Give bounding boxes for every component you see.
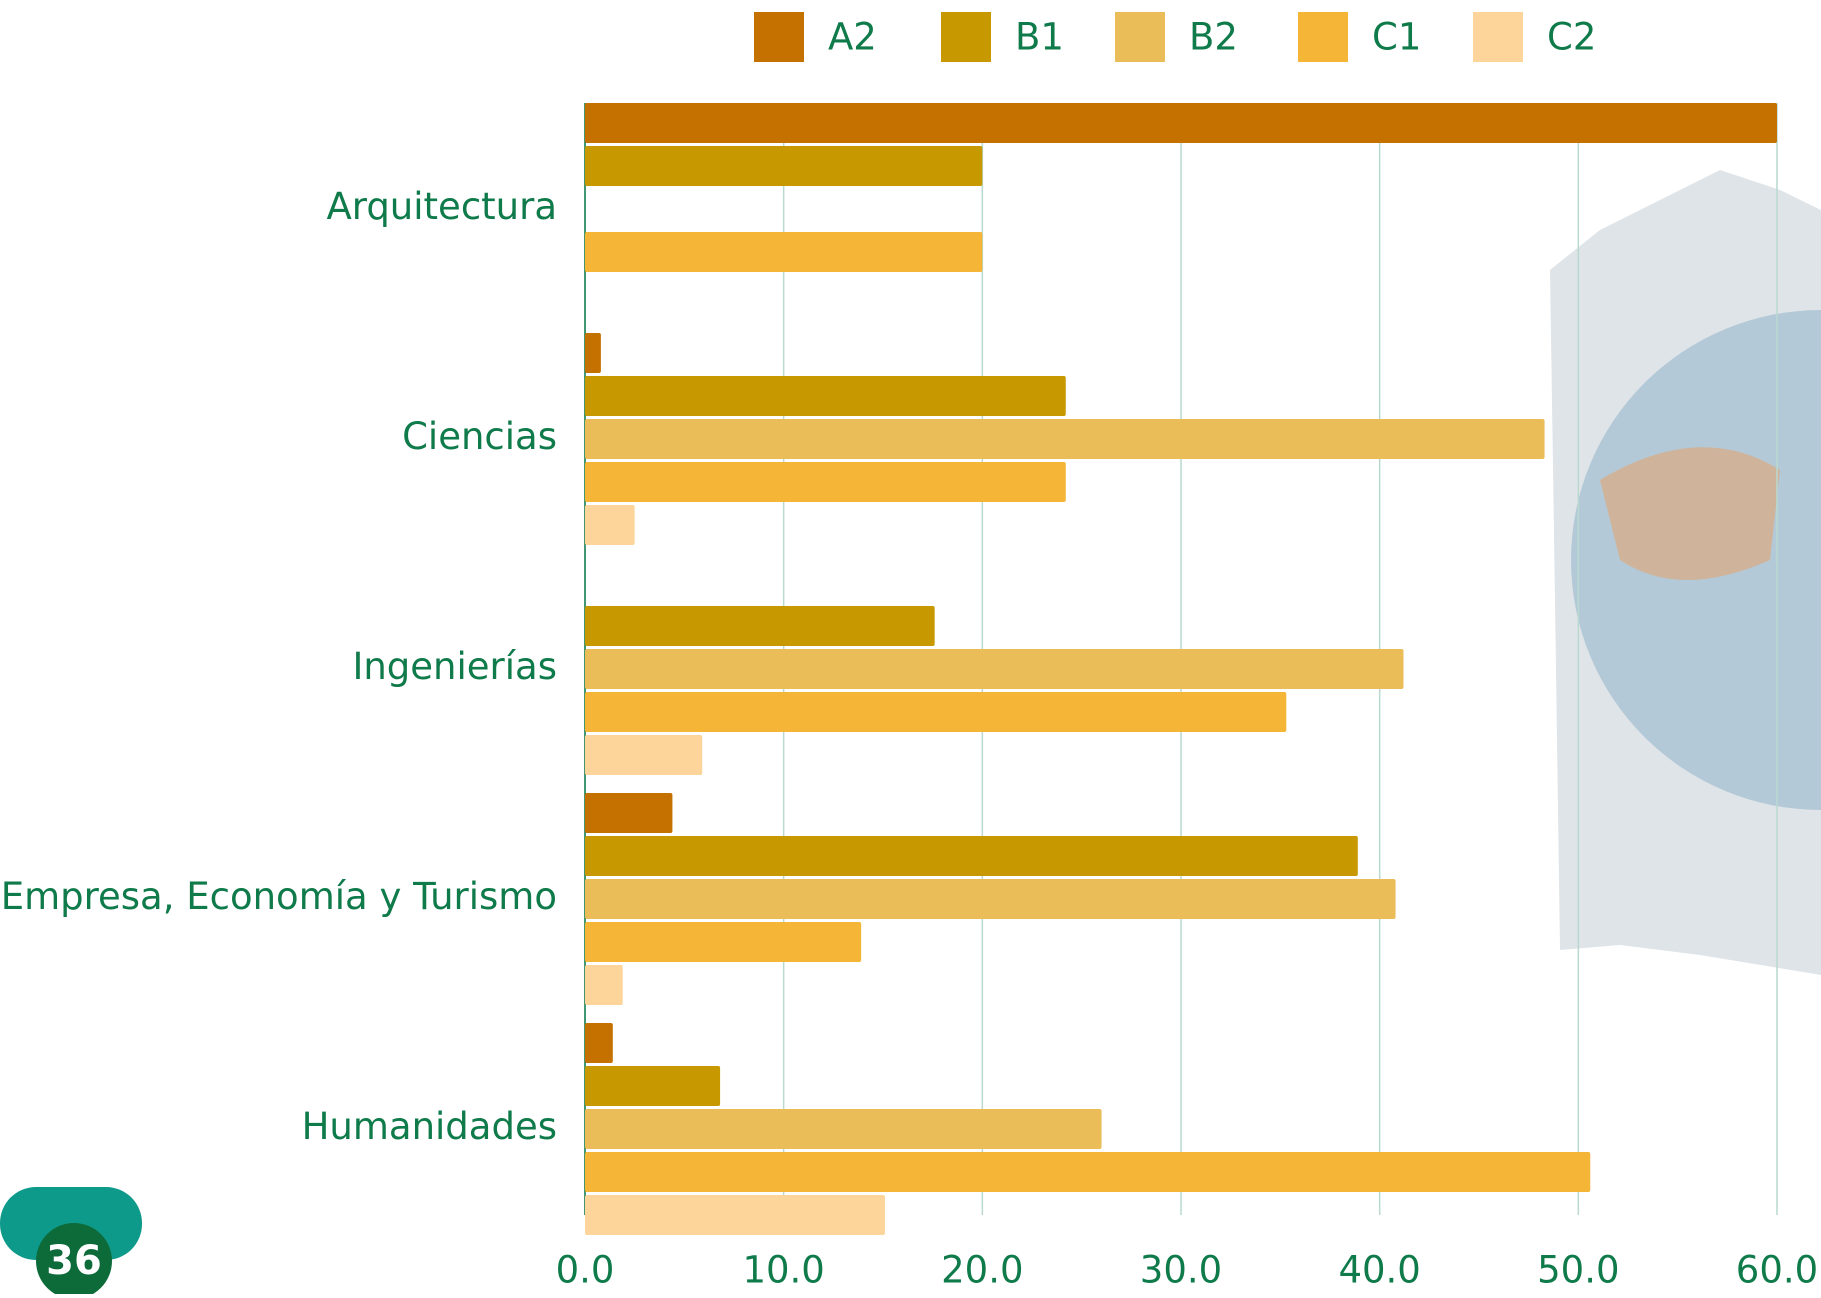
legend-label: B2: [1189, 16, 1238, 59]
bar: [585, 649, 1404, 689]
legend-swatch: [1473, 12, 1523, 62]
legend-label: C1: [1372, 16, 1421, 59]
x-tick-label: 30.0: [1140, 1249, 1222, 1292]
bar: [585, 1195, 885, 1235]
y-tick-label: Empresa, Economía y Turismo: [1, 875, 557, 918]
legend-label: A2: [828, 16, 877, 59]
legend-label: C2: [1547, 16, 1596, 59]
bar: [585, 1066, 721, 1106]
x-tick-label: 20.0: [941, 1249, 1023, 1292]
legend-swatch: [1298, 12, 1348, 62]
bar: [585, 376, 1066, 416]
page-badge: [36, 1223, 112, 1298]
y-tick-label: Arquitectura: [326, 185, 557, 228]
x-tick-label: 40.0: [1338, 1249, 1420, 1292]
bar: [585, 965, 623, 1005]
y-tick-label: Humanidades: [302, 1105, 557, 1148]
bar: [585, 1023, 613, 1063]
page-number: 36: [46, 1238, 102, 1284]
legend-swatch: [1115, 12, 1165, 62]
bar: [585, 419, 1545, 459]
bar: [585, 692, 1287, 732]
bar: [585, 606, 935, 646]
bar: [585, 1152, 1591, 1192]
legend-swatch: [754, 12, 804, 62]
bar: [585, 462, 1066, 502]
x-tick-label: 10.0: [742, 1249, 824, 1292]
x-tick-label: 0.0: [556, 1249, 615, 1292]
bar: [585, 793, 673, 833]
bar: [585, 146, 983, 186]
bar: [585, 505, 635, 545]
x-tick-label: 50.0: [1537, 1249, 1619, 1292]
legend-swatch: [941, 12, 991, 62]
bar: [585, 735, 703, 775]
y-tick-label: Ingenierías: [352, 645, 557, 688]
bar: [585, 836, 1358, 876]
photo: [1550, 170, 1821, 975]
bar: [585, 1109, 1102, 1149]
legend-label: B1: [1015, 16, 1064, 59]
x-tick-label: 60.0: [1736, 1249, 1818, 1292]
bar: [585, 103, 1777, 143]
bar: [585, 879, 1396, 919]
bar: [585, 922, 862, 962]
bar: [585, 333, 601, 373]
bar: [585, 232, 983, 272]
y-tick-label: Ciencias: [402, 415, 557, 458]
